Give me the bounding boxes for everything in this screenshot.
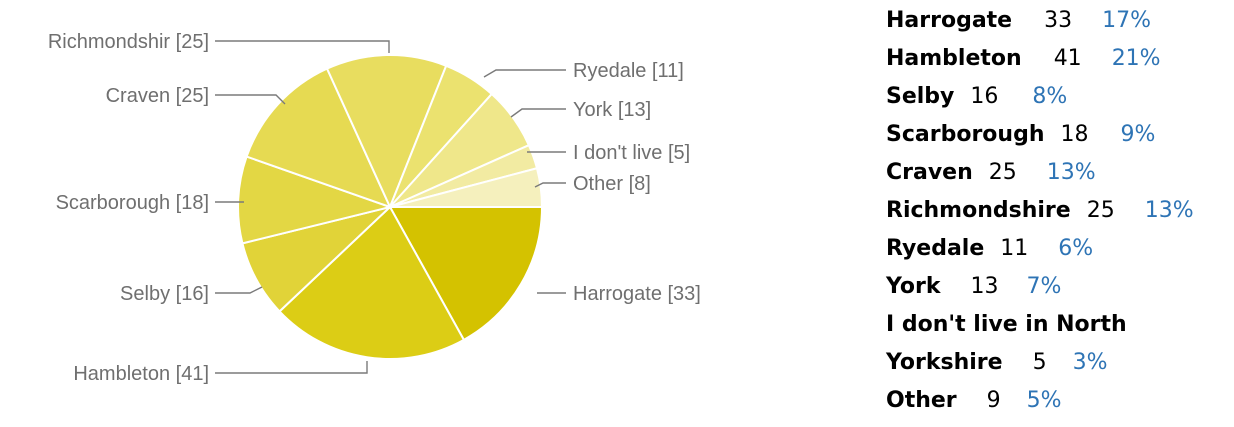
pie-leader-line: [215, 286, 263, 294]
pie-leader-line: [215, 40, 390, 53]
stats-row-percent: 13%: [1046, 160, 1096, 185]
pie-leader-line: [510, 108, 566, 118]
stats-row-percent: 7%: [1026, 274, 1062, 299]
pie-leader-line: [215, 361, 368, 374]
stats-row-count: 13: [970, 274, 999, 299]
pie-slice-label: Craven [25]: [106, 85, 209, 107]
stats-row-name: Richmondshire: [886, 198, 1071, 223]
stats-row-name: Yorkshire: [886, 350, 1003, 375]
pie-slice-label: Richmondshir [25]: [48, 31, 209, 53]
pie-leader-line: [215, 94, 286, 105]
stats-row-name: I don't live in North: [886, 312, 1127, 337]
stats-row: Craven 25 13%: [886, 154, 1226, 192]
stats-row: Selby 16 8%: [886, 78, 1226, 116]
pie-slice: [245, 67, 392, 209]
stats-row-count: 25: [1086, 198, 1115, 223]
stats-row-name: Scarborough: [886, 122, 1045, 147]
pie-slice-label: Hambleton [41]: [73, 363, 209, 385]
pie-slice: [325, 54, 448, 210]
stats-row: Ryedale 11 6%: [886, 230, 1226, 268]
stats-row-percent: 6%: [1058, 236, 1094, 261]
stats-row-percent: 8%: [1032, 84, 1068, 109]
stats-row-percent: 3%: [1072, 350, 1108, 375]
stats-row-name: Harrogate: [886, 8, 1013, 33]
stats-row: Hambleton 41 21%: [886, 40, 1226, 78]
pie-leader-line: [534, 182, 566, 188]
pie-slices: [237, 54, 544, 360]
pie-slice: [237, 155, 394, 245]
stats-row-name: Craven: [886, 160, 973, 185]
pie-slice-label: Ryedale [11]: [573, 60, 684, 82]
stats-table: Harrogate 33 17% Hambleton 41 21% Selby 16 8% Sca…: [886, 0, 1226, 420]
stats-row: Scarborough 18 9%: [886, 116, 1226, 154]
stats-row-count: 18: [1060, 122, 1089, 147]
stats-row: I don't live in North: [886, 306, 1226, 344]
pie-leader-line: [483, 69, 566, 78]
pie-slice-label: I don't live [5]: [573, 142, 690, 164]
stats-row-percent: 5%: [1026, 388, 1062, 413]
stats-row-count: 25: [988, 160, 1017, 185]
stats-row-count: 5: [1032, 350, 1047, 375]
stats-row-count: 33: [1044, 8, 1073, 33]
pie-leader-lines: [215, 40, 566, 374]
stats-row-percent: 9%: [1120, 122, 1156, 147]
stats-row-percent: 13%: [1144, 198, 1194, 223]
stats-row: Harrogate 33 17%: [886, 2, 1226, 40]
pie-chart: Harrogate [33] Hambleton [41] Selby [16] Sc…: [48, 31, 701, 385]
pie-slice-label: Other [8]: [573, 173, 651, 195]
pie-slice: [389, 167, 544, 208]
stats-row-count: 9: [986, 388, 1001, 413]
pie-slice-label: Selby [16]: [120, 283, 209, 305]
stats-row: York 13 7%: [886, 268, 1226, 306]
stats-row-count: 16: [970, 84, 999, 109]
pie-slice-label: York [13]: [573, 99, 651, 121]
stats-row-name: Hambleton: [886, 46, 1022, 71]
pie-labels: Harrogate [33] Hambleton [41] Selby [16] Sc…: [48, 31, 701, 385]
pie-slice-label: Harrogate [33]: [573, 283, 701, 305]
stats-row: Yorkshire 5 3%: [886, 344, 1226, 382]
stats-row-percent: 17%: [1102, 8, 1152, 33]
pie-slice-label: Scarborough [18]: [56, 192, 209, 214]
stats-row-name: Selby: [886, 84, 955, 109]
pie-slice: [388, 206, 544, 342]
stats-row: Other 9 5%: [886, 382, 1226, 420]
stats-row-count: 41: [1053, 46, 1082, 71]
stats-row-name: Other: [886, 388, 957, 413]
stats-row-percent: 21%: [1111, 46, 1161, 71]
stats-row-name: Ryedale: [886, 236, 985, 261]
stats-row-count: 11: [1000, 236, 1029, 261]
stats-row-name: York: [886, 274, 941, 299]
pie-slice: [278, 205, 466, 360]
stats-row: Richmondshire 25 13%: [886, 192, 1226, 230]
